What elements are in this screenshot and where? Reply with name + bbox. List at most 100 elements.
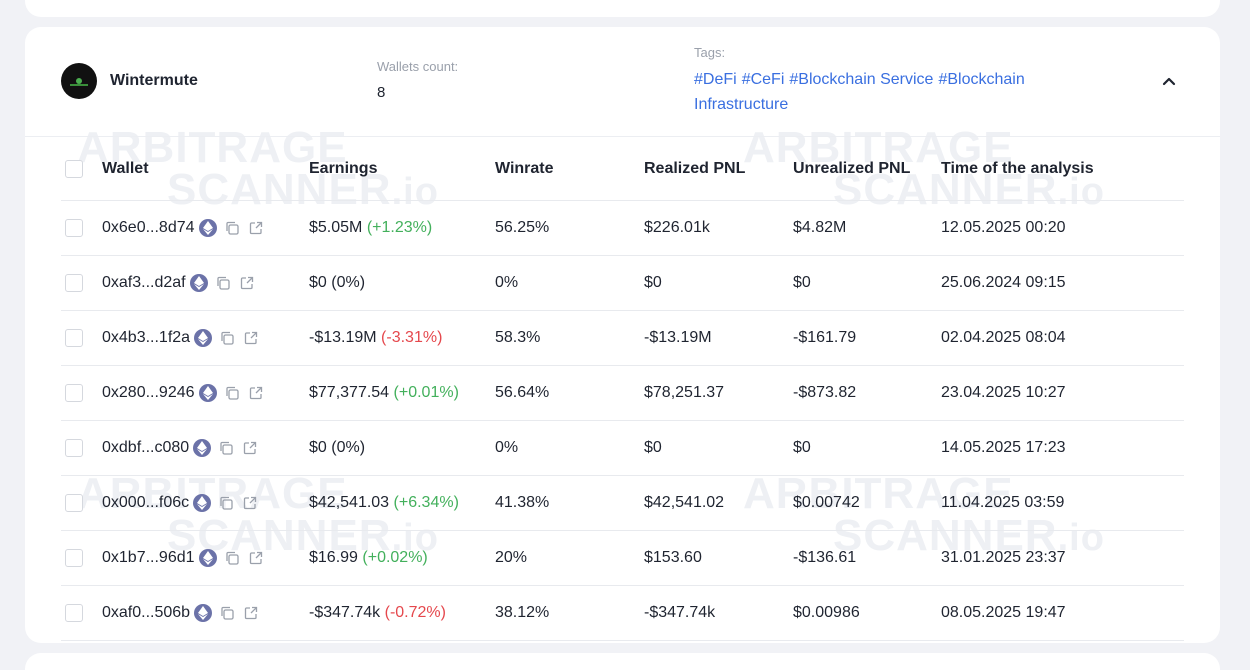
wallet-cell: 0xdbf...c080 xyxy=(102,439,259,457)
row-checkbox[interactable] xyxy=(65,384,83,402)
watermark: ARBITRAGE SCANNER.io xyxy=(743,126,1105,214)
earnings-cell: $42,541.03 (+6.34%) xyxy=(309,494,459,512)
ethereum-icon xyxy=(198,384,217,402)
winrate-cell: 0% xyxy=(495,274,519,291)
ethereum-icon xyxy=(189,274,208,292)
wallet-address[interactable]: 0x000...f06c xyxy=(102,494,190,511)
realized-pnl-cell: $153.60 xyxy=(644,549,702,566)
external-link-icon[interactable] xyxy=(241,494,259,512)
watermark-line1: ARBITRAGE xyxy=(743,469,1014,518)
ethereum-icon xyxy=(198,549,217,567)
watermark-suffix: .io xyxy=(1057,517,1105,559)
watermark-line2: SCANNER xyxy=(167,165,392,214)
wallet-address[interactable]: 0x6e0...8d74 xyxy=(102,219,195,236)
ethereum-icon xyxy=(194,329,213,347)
analysis-time-cell: 14.05.2025 17:23 xyxy=(941,439,1066,456)
tag[interactable]: #Blockchain Infrastructure xyxy=(694,71,1025,113)
wallet-cell: 0x4b3...1f2a xyxy=(102,329,260,347)
wallet-address[interactable]: 0x280...9246 xyxy=(102,384,195,401)
external-link-icon[interactable] xyxy=(247,549,265,567)
watermark-suffix: .io xyxy=(391,517,439,559)
copy-icon[interactable] xyxy=(217,494,235,512)
external-link-icon[interactable] xyxy=(247,219,265,237)
row-checkbox[interactable] xyxy=(65,494,83,512)
tags-list: #DeFi #CeFi #Blockchain Service #Blockchain… xyxy=(694,67,1094,117)
table-row: 0xaf3...d2af $0 (0%) 0% $0 $0 25.06.2024 09:1… xyxy=(61,256,1184,311)
select-all-checkbox[interactable] xyxy=(65,159,83,178)
watermark-line1: ARBITRAGE xyxy=(743,123,1014,172)
next-card xyxy=(25,653,1220,670)
col-winrate-header[interactable]: Winrate xyxy=(495,159,554,177)
winrate-cell: 20% xyxy=(495,549,528,566)
realized-pnl-cell: $78,251.37 xyxy=(644,384,725,401)
tag[interactable]: #CeFi xyxy=(741,71,785,88)
earnings-value: $77,377.54 xyxy=(309,384,390,401)
tag[interactable]: #Blockchain Service xyxy=(789,71,934,88)
copy-icon[interactable] xyxy=(223,219,241,237)
earnings-cell: $77,377.54 (+0.01%) xyxy=(309,384,459,402)
col-wallet-header[interactable]: Wallet xyxy=(102,159,149,177)
analysis-time-cell: 11.04.2025 03:59 xyxy=(941,494,1065,511)
table-row: 0x4b3...1f2a -$13.19M (-3.31%) 58.3% -$13.1… xyxy=(61,311,1184,366)
analysis-time-cell: 31.01.2025 23:37 xyxy=(941,549,1066,566)
wallet-address[interactable]: 0x1b7...96d1 xyxy=(102,549,195,566)
copy-icon[interactable] xyxy=(214,274,232,292)
earnings-cell: $0 (0%) xyxy=(309,274,365,292)
col-realized-header[interactable]: Realized PNL xyxy=(644,159,746,177)
wallet-address[interactable]: 0xdbf...c080 xyxy=(102,439,190,456)
wallet-cell: 0xaf0...506b xyxy=(102,604,260,622)
copy-icon[interactable] xyxy=(223,384,241,402)
earnings-change: (-0.72%) xyxy=(384,604,446,621)
ethereum-icon xyxy=(193,439,212,457)
row-checkbox[interactable] xyxy=(65,439,83,457)
unrealized-pnl-cell: $0.00742 xyxy=(793,494,860,511)
wallet-address[interactable]: 0x4b3...1f2a xyxy=(102,329,191,346)
ethereum-icon xyxy=(198,219,217,237)
row-checkbox[interactable] xyxy=(65,549,83,567)
row-checkbox[interactable] xyxy=(65,329,83,347)
collapse-button[interactable] xyxy=(1159,71,1179,91)
unrealized-pnl-cell: $0.00986 xyxy=(793,604,860,621)
realized-pnl-cell: $42,541.02 xyxy=(644,494,725,511)
wallets-count-value: 8 xyxy=(377,84,386,101)
watermark-line1: ARBITRAGE xyxy=(77,123,348,172)
analysis-time-cell: 08.05.2025 19:47 xyxy=(941,604,1066,621)
unrealized-pnl-cell: -$873.82 xyxy=(793,384,857,401)
wallet-cell: 0x1b7...96d1 xyxy=(102,549,265,567)
external-link-icon[interactable] xyxy=(247,384,265,402)
external-link-icon[interactable] xyxy=(242,329,260,347)
external-link-icon[interactable] xyxy=(241,439,259,457)
external-link-icon[interactable] xyxy=(242,604,260,622)
table-row: 0xaf0...506b -$347.74k (-0.72%) 38.12% -$34… xyxy=(61,586,1184,641)
earnings-cell: $0 (0%) xyxy=(309,439,365,457)
col-unrealized-header[interactable]: Unrealized PNL xyxy=(793,159,911,177)
row-checkbox[interactable] xyxy=(65,604,83,622)
entity-name: Wintermute xyxy=(110,72,198,89)
tag[interactable]: #DeFi xyxy=(694,71,737,88)
table-row: 0x1b7...96d1 $16.99 (+0.02%) 20% $153.60 -$1… xyxy=(61,531,1184,586)
copy-icon[interactable] xyxy=(217,439,235,457)
watermark-line1: ARBITRAGE xyxy=(77,469,348,518)
table-row: 0x000...f06c $42,541.03 (+6.34%) 41.38% $42… xyxy=(61,476,1184,531)
col-time-header[interactable]: Time of the analysis xyxy=(941,159,1094,177)
earnings-value: $0 xyxy=(309,274,327,291)
earnings-value: -$13.19M xyxy=(309,329,377,346)
external-link-icon[interactable] xyxy=(238,274,256,292)
watermark: ARBITRAGE SCANNER.io xyxy=(743,472,1105,560)
watermark: ARBITRAGE SCANNER.io xyxy=(77,126,439,214)
row-checkbox[interactable] xyxy=(65,274,83,292)
row-checkbox[interactable] xyxy=(65,219,83,237)
analysis-time-cell: 02.04.2025 08:04 xyxy=(941,329,1066,346)
analysis-time-cell: 12.05.2025 00:20 xyxy=(941,219,1066,236)
copy-icon[interactable] xyxy=(218,329,236,347)
earnings-change: (0%) xyxy=(331,439,366,456)
realized-pnl-cell: $0 xyxy=(644,439,662,456)
wallet-address[interactable]: 0xaf0...506b xyxy=(102,604,191,621)
watermark-suffix: .io xyxy=(1057,171,1105,213)
earnings-cell: -$13.19M (-3.31%) xyxy=(309,329,442,347)
wallet-address[interactable]: 0xaf3...d2af xyxy=(102,274,186,291)
col-earnings-header[interactable]: Earnings xyxy=(309,159,378,177)
earnings-cell: $16.99 (+0.02%) xyxy=(309,549,428,567)
copy-icon[interactable] xyxy=(223,549,241,567)
copy-icon[interactable] xyxy=(218,604,236,622)
